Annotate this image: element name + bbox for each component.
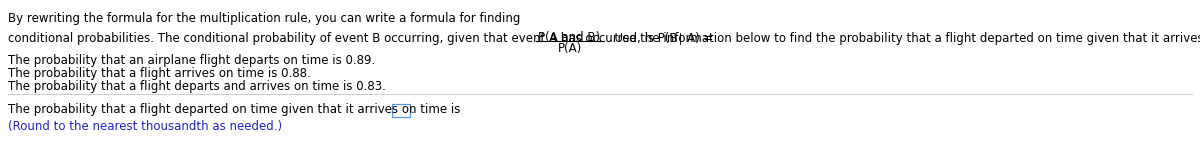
Bar [392, 104, 410, 117]
Text: The probability that a flight departs and arrives on time is 0.83.: The probability that a flight departs an… [8, 80, 386, 93]
Text: By rewriting the formula for the multiplication rule, you can write a formula fo: By rewriting the formula for the multipl… [8, 12, 521, 25]
Text: .: . [410, 103, 415, 116]
Text: P(A): P(A) [558, 42, 582, 55]
Text: The probability that a flight departed on time given that it arrives on time is: The probability that a flight departed o… [8, 103, 461, 116]
Text: (Round to the nearest thousandth as needed.): (Round to the nearest thousandth as need… [8, 120, 282, 133]
Text: The probability that an airplane flight departs on time is 0.89.: The probability that an airplane flight … [8, 54, 376, 67]
Text: The probability that a flight arrives on time is 0.88.: The probability that a flight arrives on… [8, 67, 311, 80]
Text: conditional probabilities. The conditional probability of event B occurring, giv: conditional probabilities. The condition… [8, 32, 713, 45]
Text: P(A and B): P(A and B) [538, 31, 600, 44]
Text: . Use the information below to find the probability that a flight departed on ti: . Use the information below to find the … [607, 32, 1200, 45]
